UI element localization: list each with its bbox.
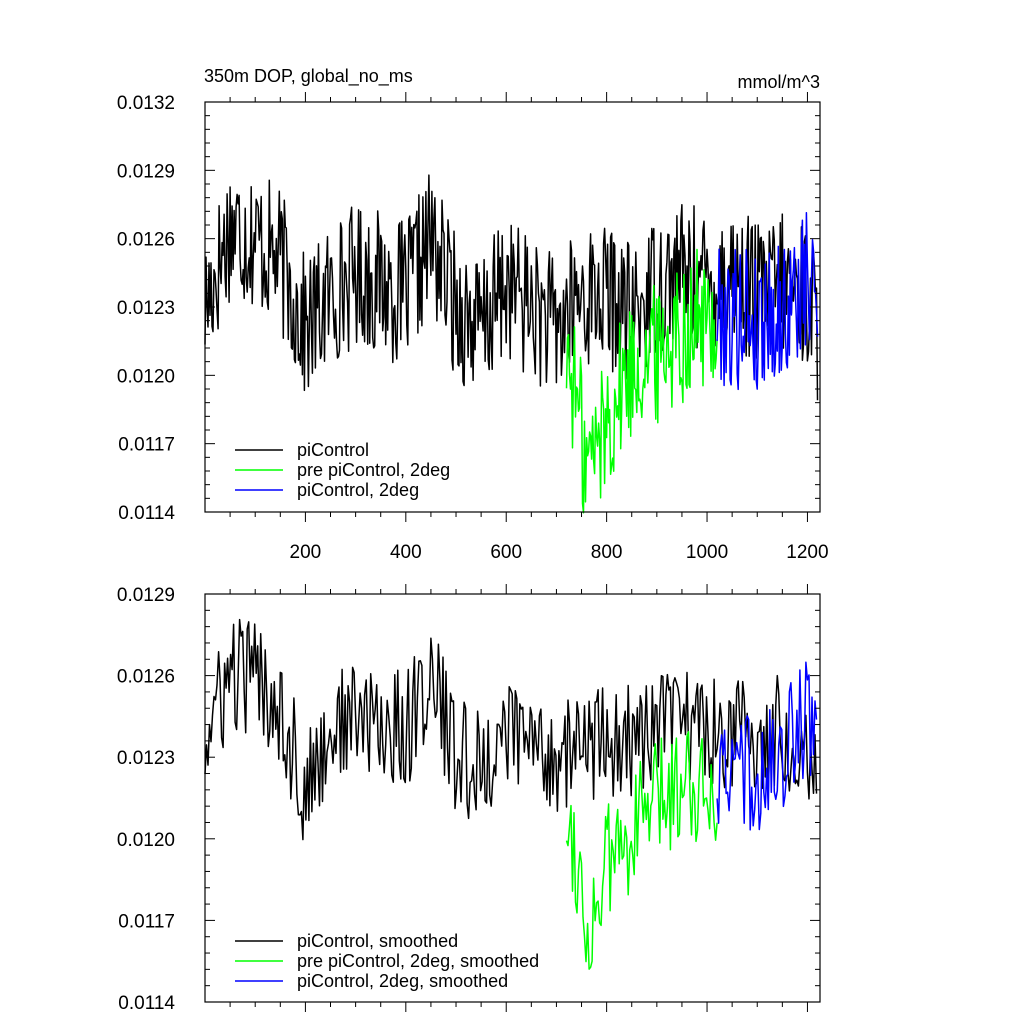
legend-label: pre piControl, 2deg, smoothed (297, 951, 539, 971)
units-label: mmol/m^3 (738, 72, 820, 92)
legend-label: pre piControl, 2deg (297, 460, 450, 480)
y-tick-label: 0.0123 (117, 298, 175, 319)
x-tick-label: 1200 (786, 542, 828, 563)
top-panel: 0.0114 0.0117 0.0120 0.0123 0.0126 0.0129 0.01… (117, 92, 829, 563)
x-tick-label: 1000 (686, 542, 728, 563)
legend-label: piControl, smoothed (297, 931, 458, 951)
x-tick-label: 800 (591, 542, 623, 563)
y-tick-label: 0.0120 (117, 830, 175, 851)
bottom-panel: 0.0114 0.0117 0.0120 0.0123 0.0126 0.0129 piCo… (117, 584, 821, 1014)
y-tick-label: 0.0117 (118, 435, 175, 456)
legend-label: piControl, 2deg (297, 480, 419, 500)
series-line-picontrol-smoothed (204, 618, 818, 841)
y-tick-label: 0.0120 (117, 366, 175, 387)
y-tick-label: 0.0132 (117, 93, 175, 114)
series-line-picontrol-2deg (716, 212, 819, 391)
y-tick-label: 0.0126 (117, 667, 175, 688)
x-tick-label: 200 (290, 542, 322, 563)
series-line-pre-picontrol-2deg (565, 248, 718, 514)
series-line-picontrol (204, 174, 819, 401)
y-tick-label: 0.0114 (118, 503, 175, 524)
series-line-pre-picontrol-2deg-smoothed (565, 730, 718, 970)
x-tick-label: 600 (490, 542, 522, 563)
series-line-picontrol-2deg-smoothed (716, 661, 818, 831)
y-tick-label: 0.0123 (117, 748, 175, 769)
y-tick-label: 0.0129 (117, 161, 175, 182)
legend-label: piControl (297, 440, 369, 460)
legend-label: piControl, 2deg, smoothed (297, 971, 508, 991)
y-tick-label: 0.0129 (117, 585, 175, 606)
plot-title: 350m DOP, global_no_ms (204, 66, 413, 87)
y-tick-label: 0.0117 (118, 911, 175, 932)
plot-frame (204, 593, 821, 1003)
x-tick-label: 400 (390, 542, 422, 563)
y-tick-label: 0.0114 (118, 993, 175, 1014)
y-tick-label: 0.0126 (117, 230, 175, 251)
